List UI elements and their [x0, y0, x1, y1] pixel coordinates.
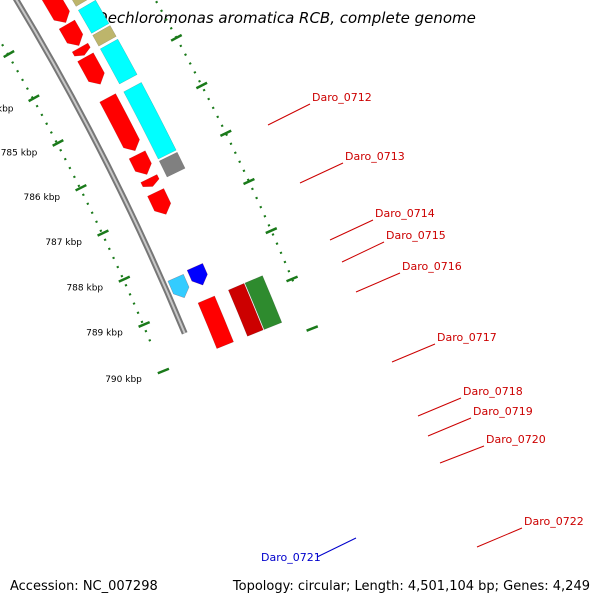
forward-cds-arrow — [147, 188, 172, 215]
gene-labels: Daro_0712 Daro_0713 Daro_0714 Daro_0715 Daro… — [261, 91, 584, 564]
label-leader-line — [316, 537, 357, 558]
map-title: Dechloromonas aromatica RCB, complete ge… — [96, 9, 476, 27]
topology-text: Topology: circular; Length: 4,501,104 bp… — [232, 579, 590, 594]
ruler-major-tick — [3, 49, 15, 59]
outer-ruler-major-tick — [242, 177, 255, 186]
gene-label-daro_0718: Daro_0718 — [463, 385, 523, 398]
ruler-major-tick — [97, 229, 109, 237]
ruler-major-tick — [157, 367, 170, 375]
backbone-ring — [12, 0, 188, 335]
gene-label-daro_0712: Daro_0712 — [312, 91, 372, 104]
ruler-tick-label: 789 kbp — [86, 329, 123, 339]
outer-ruler-major-tick — [170, 33, 183, 42]
cog-feature-track — [72, 0, 283, 337]
cds-feature-track — [41, 0, 234, 349]
cog-feature-block — [158, 151, 186, 178]
label-leader-line — [329, 219, 374, 241]
gene-label-daro_0721: Daro_0721 — [261, 551, 321, 564]
ruler-tick-label: 788 kbp — [66, 284, 103, 294]
reverse-cds-arrow — [186, 263, 208, 286]
gene-label-daro_0713: Daro_0713 — [345, 150, 405, 163]
label-leader-line — [476, 527, 523, 548]
label-leader-line — [267, 103, 311, 126]
ruler-major-tick — [28, 94, 40, 103]
gene-label-daro_0714: Daro_0714 — [375, 207, 435, 220]
forward-cds-arrow — [197, 295, 234, 349]
ruler-tick-label: 787 kbp — [45, 238, 82, 248]
label-leader-line — [417, 397, 462, 417]
cog-feature-block — [92, 25, 117, 47]
forward-cds-arrow — [140, 174, 160, 188]
forward-cds-arrow — [58, 19, 84, 46]
cog-feature-block — [72, 0, 88, 7]
scale-ruler: 780 kbp781 kbp782 kbp783 kbp784 kbp785 k… — [0, 0, 319, 385]
cog-feature-block — [244, 275, 283, 330]
label-leader-line — [427, 417, 472, 437]
ruler-tick-label: 790 kbp — [105, 375, 142, 385]
label-leader-line — [355, 272, 401, 293]
outer-ruler-major-tick — [195, 81, 208, 90]
reverse-cds-arrow — [167, 273, 190, 299]
label-leader-line — [391, 343, 436, 363]
ruler-tick-label: 784 kbp — [0, 104, 14, 114]
outer-ruler-major-tick — [219, 129, 232, 138]
label-leader-line — [299, 162, 344, 184]
gene-label-daro_0715: Daro_0715 — [386, 229, 446, 242]
accession-text: Accession: NC_007298 — [10, 579, 158, 594]
cog-feature-block — [228, 283, 264, 337]
cog-feature-block — [123, 82, 177, 160]
outer-ruler-major-tick — [265, 227, 278, 235]
forward-cds-arrow — [71, 42, 91, 57]
gene-label-daro_0719: Daro_0719 — [473, 405, 533, 418]
ruler-major-tick — [75, 183, 87, 192]
gene-label-daro_0722: Daro_0722 — [524, 515, 584, 528]
forward-cds-arrow — [41, 0, 70, 23]
gene-label-daro_0717: Daro_0717 — [437, 331, 497, 344]
cog-feature-block — [77, 0, 110, 34]
outer-ruler-major-tick — [286, 275, 299, 283]
forward-cds-arrow — [77, 52, 105, 85]
cog-feature-block — [99, 38, 138, 85]
label-leader-line — [341, 241, 385, 263]
label-leader-line — [439, 445, 485, 464]
outer-ruler-major-tick — [306, 325, 319, 332]
ruler-major-tick — [118, 275, 131, 283]
forward-cds-arrow — [99, 93, 140, 152]
gene-label-daro_0720: Daro_0720 — [486, 433, 546, 446]
backbone-highlight — [15, 0, 186, 334]
ruler-tick-label: 786 kbp — [23, 193, 60, 203]
ruler-major-tick — [138, 320, 151, 328]
forward-cds-arrow — [128, 150, 152, 175]
gene-label-daro_0716: Daro_0716 — [402, 260, 462, 273]
ruler-major-tick — [52, 139, 64, 147]
ruler-tick-label: 785 kbp — [1, 149, 38, 159]
